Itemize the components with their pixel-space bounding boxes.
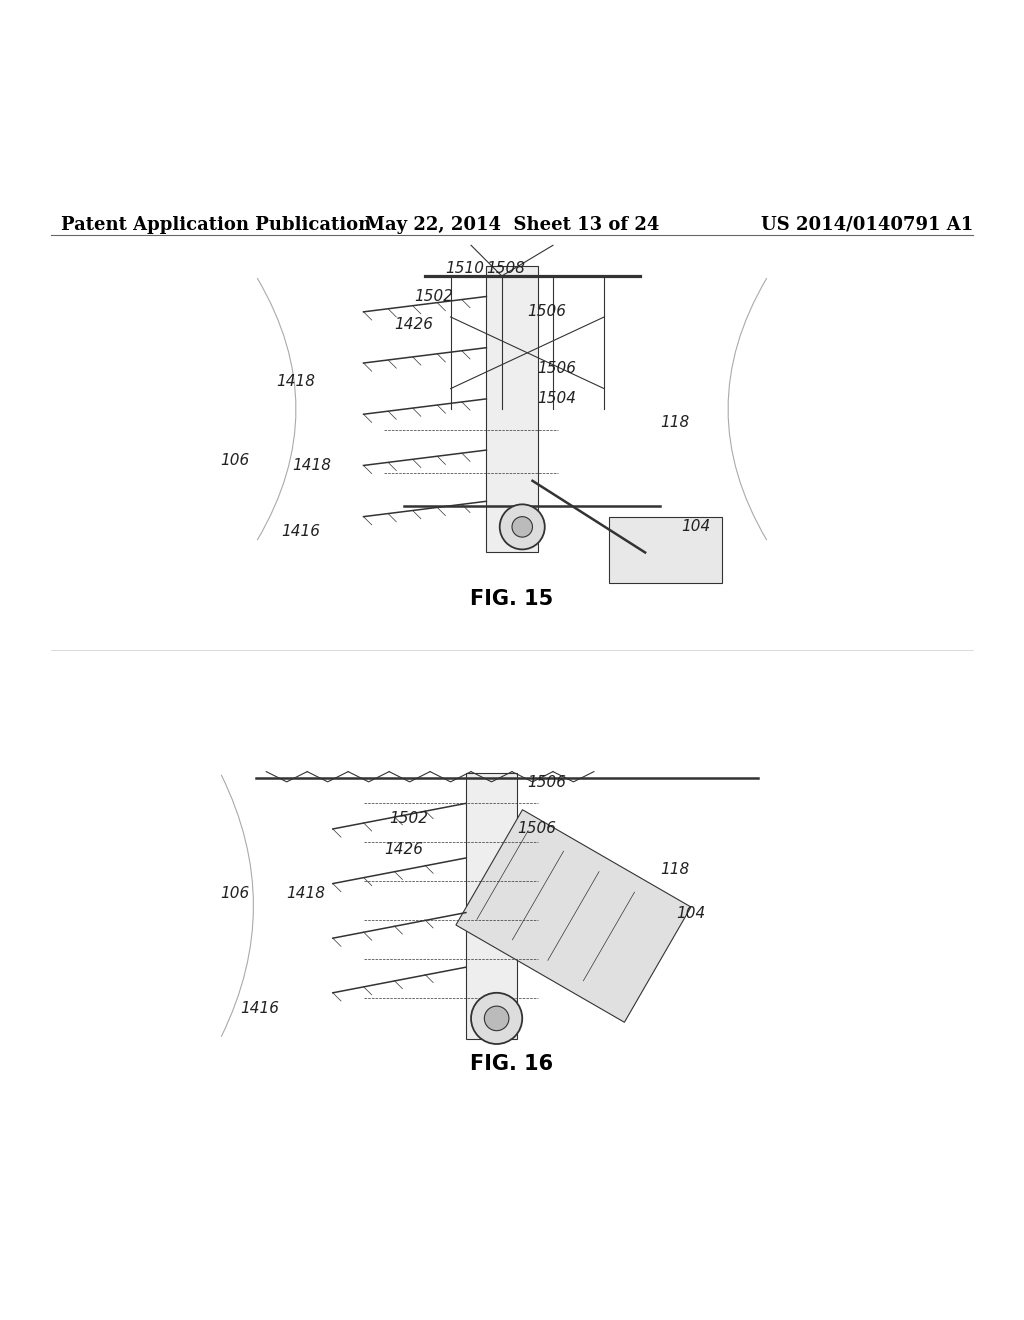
Text: FIG. 16: FIG. 16: [470, 1055, 554, 1074]
Text: 1504: 1504: [538, 391, 577, 407]
Text: US 2014/0140791 A1: US 2014/0140791 A1: [761, 215, 973, 234]
Text: 1426: 1426: [384, 842, 423, 857]
Text: 1506: 1506: [538, 360, 577, 376]
Text: 1502: 1502: [389, 812, 428, 826]
Text: 1502: 1502: [415, 289, 454, 304]
Text: FIG. 15: FIG. 15: [470, 589, 554, 609]
FancyBboxPatch shape: [466, 772, 517, 1039]
FancyBboxPatch shape: [609, 516, 722, 583]
Text: 106: 106: [220, 886, 250, 902]
Text: 104: 104: [676, 907, 706, 921]
Text: May 22, 2014  Sheet 13 of 24: May 22, 2014 Sheet 13 of 24: [365, 215, 659, 234]
Text: 1506: 1506: [527, 305, 566, 319]
Text: 104: 104: [681, 519, 711, 535]
Text: 1418: 1418: [276, 374, 315, 389]
Text: 1508: 1508: [486, 261, 525, 276]
FancyBboxPatch shape: [456, 809, 691, 1022]
Text: 118: 118: [660, 862, 690, 878]
Circle shape: [500, 504, 545, 549]
Text: 1510: 1510: [445, 261, 484, 276]
Text: 1418: 1418: [292, 458, 331, 473]
Circle shape: [471, 993, 522, 1044]
Text: 1506: 1506: [517, 821, 556, 837]
Circle shape: [484, 1006, 509, 1031]
Text: Patent Application Publication: Patent Application Publication: [61, 215, 372, 234]
Text: 1426: 1426: [394, 317, 433, 331]
Text: 1418: 1418: [287, 886, 326, 902]
Circle shape: [512, 516, 532, 537]
Text: 1506: 1506: [527, 775, 566, 791]
Text: 106: 106: [220, 453, 250, 467]
Text: 118: 118: [660, 414, 690, 430]
FancyBboxPatch shape: [486, 265, 538, 553]
Text: 1416: 1416: [282, 524, 321, 540]
Text: 1416: 1416: [241, 1001, 280, 1015]
